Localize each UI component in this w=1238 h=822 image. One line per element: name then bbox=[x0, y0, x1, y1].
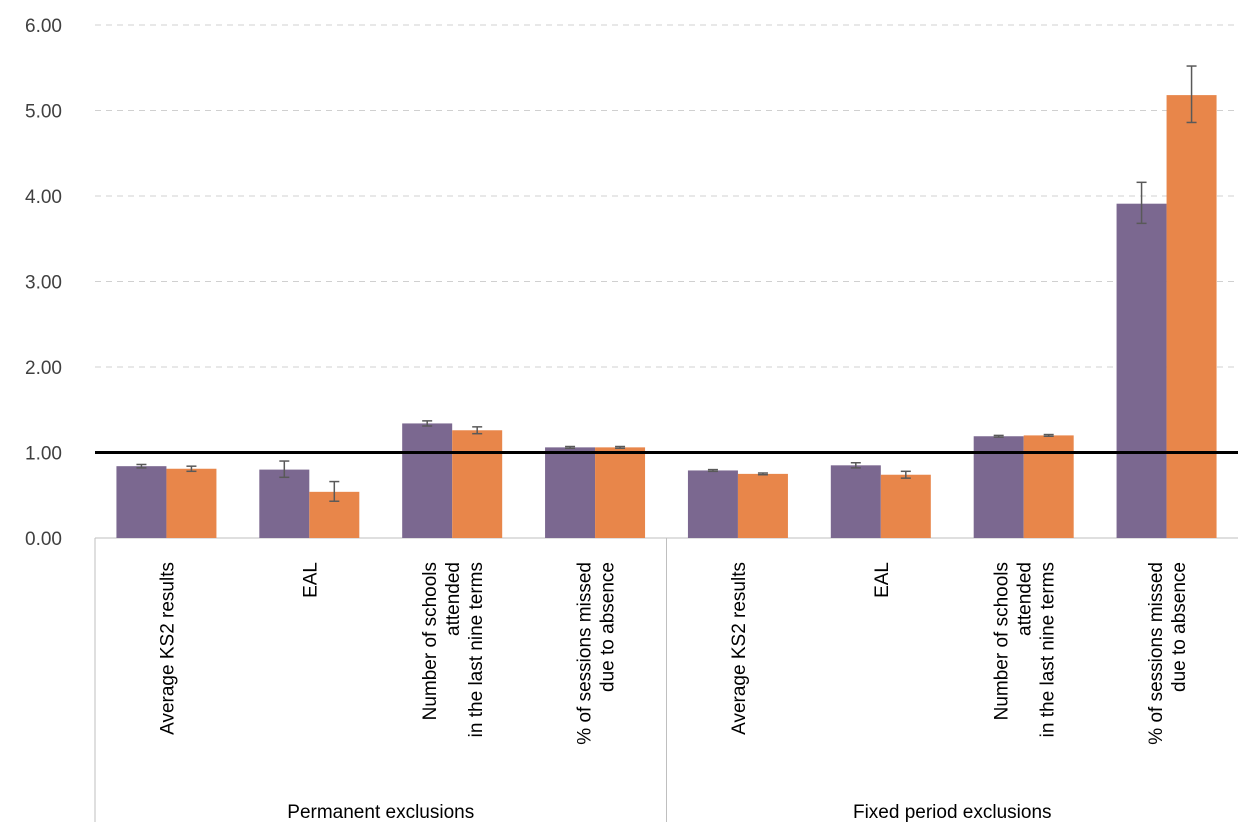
y-tick-label: 1.00 bbox=[25, 444, 62, 465]
category-label-line: in the last nine terms bbox=[466, 562, 487, 737]
group-label: Permanent exclusions bbox=[287, 802, 474, 822]
category-label-line: due to absence bbox=[598, 562, 619, 692]
category-label-line: % of sessions missed bbox=[1146, 562, 1167, 745]
category-label: % of sessions missed due to absence bbox=[1146, 562, 1190, 745]
group-label: Fixed period exclusions bbox=[853, 802, 1052, 822]
y-tick-label: 4.00 bbox=[25, 187, 62, 208]
bar bbox=[166, 468, 217, 538]
category-label: Number of schools attended in the last nin… bbox=[420, 562, 487, 737]
category-label-line: attended bbox=[443, 562, 464, 636]
y-tick-label: 3.00 bbox=[25, 273, 62, 294]
bar bbox=[1116, 203, 1167, 538]
y-tick-label: 5.00 bbox=[25, 102, 62, 123]
category-label: Average KS2 results bbox=[157, 562, 178, 735]
category-label-line: due to absence bbox=[1169, 562, 1190, 692]
category-label-line: EAL bbox=[300, 562, 321, 598]
bar bbox=[545, 447, 596, 538]
category-label: EAL bbox=[872, 562, 893, 598]
bar bbox=[116, 466, 167, 538]
category-label: % of sessions missed due to absence bbox=[575, 562, 619, 745]
category-label-line: in the last nine terms bbox=[1038, 562, 1059, 737]
bar bbox=[402, 423, 453, 538]
bar bbox=[452, 430, 503, 538]
bar bbox=[1166, 95, 1217, 539]
bar bbox=[737, 473, 788, 538]
y-tick-label: 2.00 bbox=[25, 358, 62, 379]
bar bbox=[880, 474, 931, 538]
category-label-line: % of sessions missed bbox=[575, 562, 596, 745]
category-label-line: Average KS2 results bbox=[157, 562, 178, 735]
y-tick-label: 0.00 bbox=[25, 529, 62, 550]
category-label: Number of schools attended in the last nin… bbox=[992, 562, 1059, 737]
bar bbox=[687, 470, 738, 538]
bar bbox=[1023, 435, 1074, 538]
category-label: Average KS2 results bbox=[729, 562, 750, 735]
y-tick-label: 6.00 bbox=[25, 16, 62, 37]
category-label: EAL bbox=[300, 562, 321, 598]
category-label-line: Average KS2 results bbox=[729, 562, 750, 735]
category-label-line: Number of schools bbox=[420, 562, 441, 720]
bar bbox=[595, 447, 646, 538]
bar bbox=[259, 469, 310, 538]
category-label-line: Number of schools bbox=[992, 562, 1013, 720]
bar bbox=[830, 465, 881, 538]
category-label-line: attended bbox=[1015, 562, 1036, 636]
category-label-line: EAL bbox=[872, 562, 893, 598]
